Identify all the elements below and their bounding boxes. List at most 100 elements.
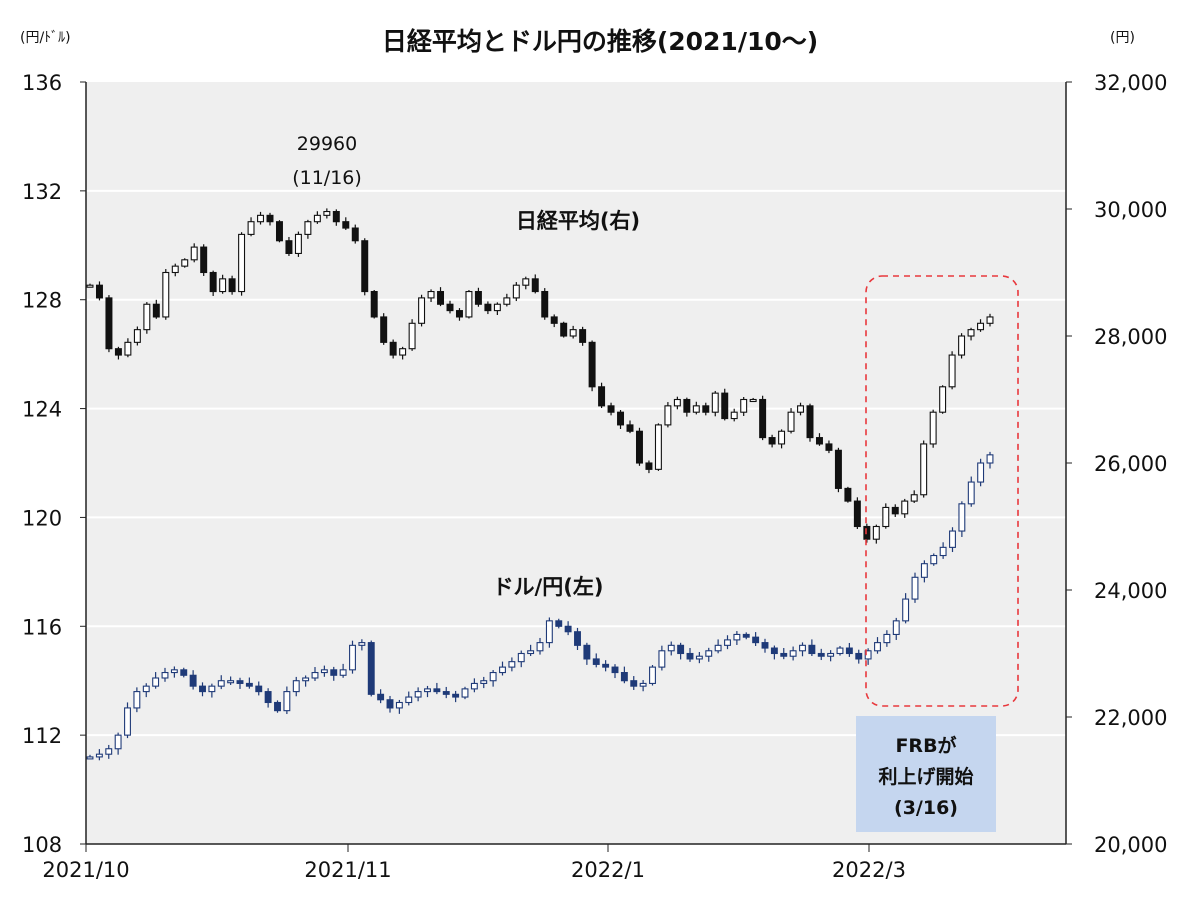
candle-body [181,259,189,267]
candle-body [742,633,750,638]
candle-body [958,335,966,356]
candle-body [320,669,328,674]
candle-body [247,221,255,235]
left-tick-label: 128 [22,289,62,313]
candle-body [339,669,347,676]
candle-body [489,671,497,682]
candle-body [189,674,197,687]
candle-body [408,322,416,350]
candle-body [863,525,871,540]
note-line-2: 利上げ開始 [878,765,973,788]
candle-body [503,297,511,305]
candle-body [844,487,852,502]
candle-body [815,437,823,445]
candle-body [658,650,666,668]
candle-body [283,691,291,712]
candle-body [639,682,647,687]
candle-body [967,481,975,505]
note-line-1: FRBが [895,734,956,757]
candle-body [977,322,985,331]
candle-body [455,310,463,318]
candle-body [910,494,918,502]
gridlines [86,189,1066,737]
candle-body [461,688,469,698]
candle-body [245,682,253,687]
right-tick-label: 24,000 [1094,579,1167,603]
nikkei-candles [86,208,994,544]
candle-body [380,316,388,343]
candle-body [752,636,760,644]
candle-body [219,278,227,293]
candle-body [827,652,835,657]
candle-body [740,398,748,413]
candle-body [620,671,628,682]
candle-body [493,303,501,312]
candle-body [143,303,151,331]
candle-body [901,500,909,515]
candle-body [630,680,638,687]
candle-body [882,506,890,528]
candle-body [142,685,150,693]
candle-body [967,329,975,337]
candle-body [114,348,122,356]
candle-body [541,290,549,318]
candle-body [105,748,113,755]
candle-body [208,685,216,693]
candle-body [442,691,450,695]
candle-body [574,631,581,646]
candle-body [405,696,413,704]
candle-body [930,554,938,565]
right-tick-label: 20,000 [1094,833,1167,857]
candle-body [780,652,788,657]
candle-body [133,329,141,343]
left-tick-label: 116 [22,615,62,639]
x-axis-ticks: 2021/10 2021/11 2022/1 2022/3 [42,844,906,882]
candle-body [949,530,956,548]
right-axis-unit: (円) [1110,30,1135,46]
candle-body [349,644,356,671]
candle-body [105,297,113,350]
candle-body [437,290,445,305]
candle-body [892,620,900,635]
candle-body [602,663,610,668]
x-tick-label: 2021/10 [42,858,129,882]
left-axis-ticks: 108 112 116 120 124 128 132 136 [22,71,86,857]
candle-body [199,685,206,693]
candle-body [770,647,778,655]
candle-body [152,303,160,318]
candle-body [939,546,947,557]
candle-body [499,666,506,674]
note-line-3: (3/16) [894,797,958,819]
candle-body [920,443,928,496]
candle-body [724,639,731,646]
candle-body [711,392,719,413]
candle-body [386,699,394,709]
candle-body [86,284,94,288]
candle-body [200,246,208,274]
candle-body [484,303,492,312]
candle-body [399,348,407,356]
candle-body [825,443,833,451]
candle-body [677,644,685,655]
candle-body [808,644,816,655]
candle-body [162,271,170,318]
usdjpy-candles [86,451,994,761]
candle-body [433,688,441,693]
right-tick-label: 28,000 [1094,325,1167,349]
candle-body [939,386,947,413]
candle-body [389,341,397,356]
candle-body [799,644,806,652]
candle-body [749,398,757,403]
candle-body [883,633,891,644]
candle-body [569,329,577,337]
right-tick-label: 32,000 [1094,71,1167,95]
candle-body [598,386,606,407]
candle-body [686,652,694,660]
candle-body [480,680,488,684]
candle-body [414,691,422,698]
candle-body [512,284,520,299]
candle-body [635,430,643,464]
candle-body [342,221,350,229]
candle-body [654,424,662,470]
left-axis-unit: (円/ﾄﾞﾙ) [20,30,71,46]
